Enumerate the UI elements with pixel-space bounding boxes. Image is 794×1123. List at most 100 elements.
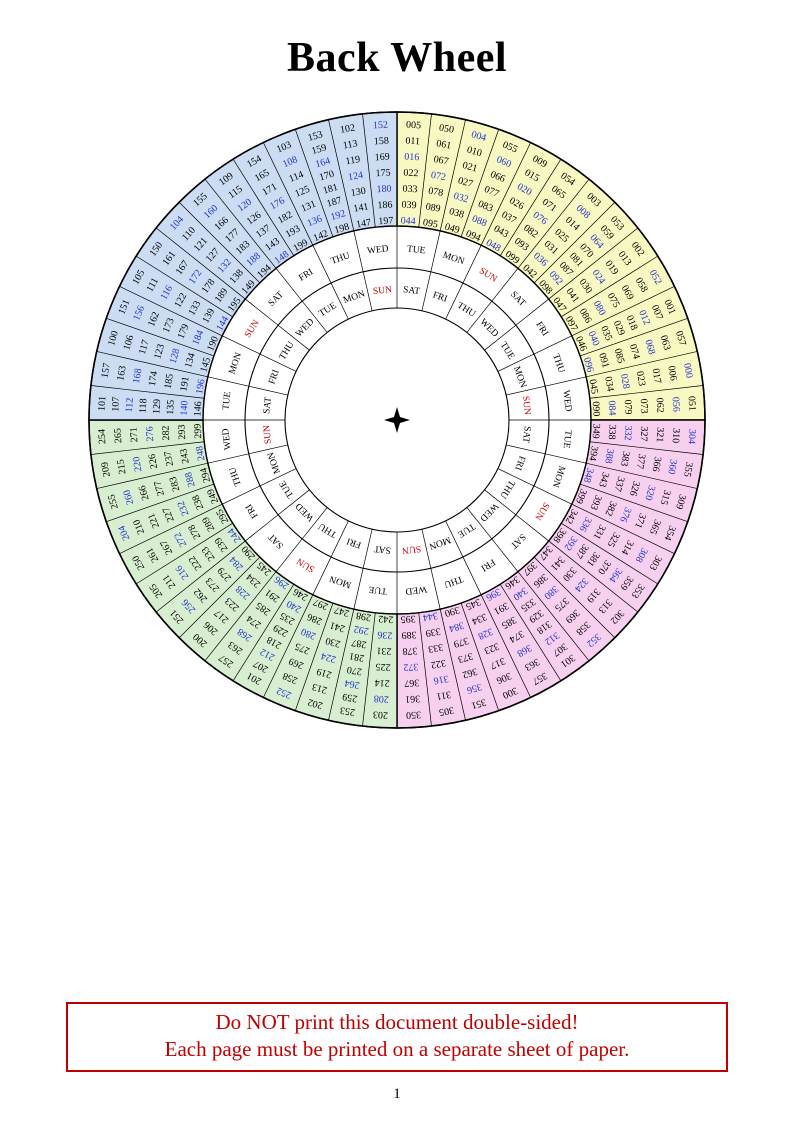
year-label: 231: [376, 645, 392, 657]
year-label: 286: [306, 611, 324, 627]
sector-divider: [571, 286, 675, 337]
outer-day-divider: [462, 245, 482, 284]
sector-divider: [232, 584, 295, 681]
year-label: 388: [602, 448, 615, 465]
outer-day-divider: [222, 485, 261, 505]
day-label: MON: [428, 534, 452, 551]
ring-circle: [88, 111, 706, 729]
year-label: 365: [647, 518, 663, 536]
day-label: THU: [442, 573, 464, 589]
year-label: 214: [374, 677, 390, 689]
year-label: 271: [129, 427, 141, 443]
day-label: MON: [550, 464, 567, 488]
sector-divider: [119, 503, 223, 554]
year-label: 393: [588, 493, 604, 511]
year-label: 129: [151, 399, 163, 415]
year-label: 136: [306, 213, 324, 229]
day-label: THU: [550, 353, 566, 375]
year-label: 028: [618, 373, 631, 390]
year-columns: 0050110160220330390440500610670720780890…: [97, 120, 698, 721]
year-label: 253: [339, 704, 356, 717]
year-label: 373: [457, 650, 474, 665]
year-label: 366: [650, 456, 663, 473]
year-label: 192: [329, 208, 346, 223]
day-label: WED: [477, 501, 499, 523]
year-label: 017: [650, 368, 663, 385]
ring-circle: [284, 307, 510, 533]
year-label: 190: [205, 335, 221, 353]
year-label: 170: [318, 169, 335, 184]
year-label: 337: [612, 475, 627, 492]
inner-day-divider: [506, 444, 546, 455]
year-label: 243: [178, 448, 191, 465]
sector-divider: [439, 609, 466, 721]
sector-divider: [155, 227, 246, 300]
year-label: 394: [587, 445, 600, 462]
inner-day-divider: [506, 385, 546, 396]
inner-day-divider: [301, 300, 328, 333]
day-label: MON: [227, 351, 244, 375]
year-label: 248: [194, 445, 207, 462]
year-label: 344: [422, 610, 439, 623]
sector-divider: [548, 540, 639, 613]
day-label: SUN: [243, 318, 262, 340]
year-label: 351: [470, 696, 487, 711]
year-label: 034: [602, 376, 615, 393]
year-label: 281: [348, 650, 365, 663]
year-label: 219: [315, 665, 332, 680]
outer-day-divider: [491, 538, 519, 572]
year-label: 119: [345, 154, 361, 167]
year-label: 283: [168, 475, 183, 492]
sector-divider: [480, 142, 531, 246]
year-label: 112: [124, 397, 136, 412]
year-label: 220: [131, 456, 144, 473]
inner-day-divider: [445, 282, 464, 320]
day-label: MON: [511, 365, 528, 389]
day-label: FRI: [244, 502, 260, 520]
year-label: 230: [324, 635, 341, 650]
inner-day-divider: [330, 282, 349, 320]
year-label: 297: [312, 596, 330, 612]
year-label: 046: [573, 335, 589, 353]
inner-day-divider: [330, 520, 349, 558]
day-label: THU: [455, 301, 477, 320]
sector-divider: [90, 441, 205, 455]
year-label: 343: [596, 471, 611, 488]
outer-day-divider: [491, 268, 519, 302]
year-label: 321: [654, 427, 666, 443]
outer-day-divider: [245, 514, 279, 542]
day-label: WED: [294, 317, 316, 339]
year-label: 202: [307, 696, 324, 711]
year-label: 332: [622, 425, 634, 441]
year-label: 322: [430, 657, 447, 670]
warning-line-2: Each page must be printed on a separate …: [164, 1037, 630, 1061]
year-label: 051: [686, 396, 698, 412]
day-label: SAT: [508, 290, 527, 309]
year-label: 000: [681, 362, 694, 379]
year-label: 131: [300, 199, 318, 215]
inner-day-divider: [362, 271, 373, 311]
day-label: MON: [342, 289, 366, 306]
year-label: 232: [176, 499, 192, 517]
dividers: [89, 112, 705, 728]
sector-divider: [136, 522, 233, 585]
sector-divider: [119, 286, 223, 337]
outer-day-divider: [312, 556, 332, 595]
year-label: 151: [117, 298, 133, 316]
warning-line-1: Do NOT print this document double-sided!: [215, 1010, 579, 1034]
year-label: 140: [179, 400, 191, 416]
year-label: 083: [476, 199, 494, 215]
year-label: 101: [97, 396, 109, 412]
year-label: 266: [137, 484, 152, 501]
sector-divider: [460, 129, 500, 238]
year-label: 354: [662, 524, 678, 542]
outer-day-divider: [430, 230, 441, 272]
back-wheel: 0050110160220330390440500610670720780890…: [88, 111, 706, 729]
year-label: 197: [378, 215, 394, 227]
sector-divider: [579, 483, 688, 523]
year-label: 317: [489, 655, 507, 671]
year-label: 186: [377, 199, 393, 211]
year-label: 236: [377, 629, 393, 641]
year-label: 158: [374, 136, 390, 148]
year-label: 367: [404, 677, 420, 689]
